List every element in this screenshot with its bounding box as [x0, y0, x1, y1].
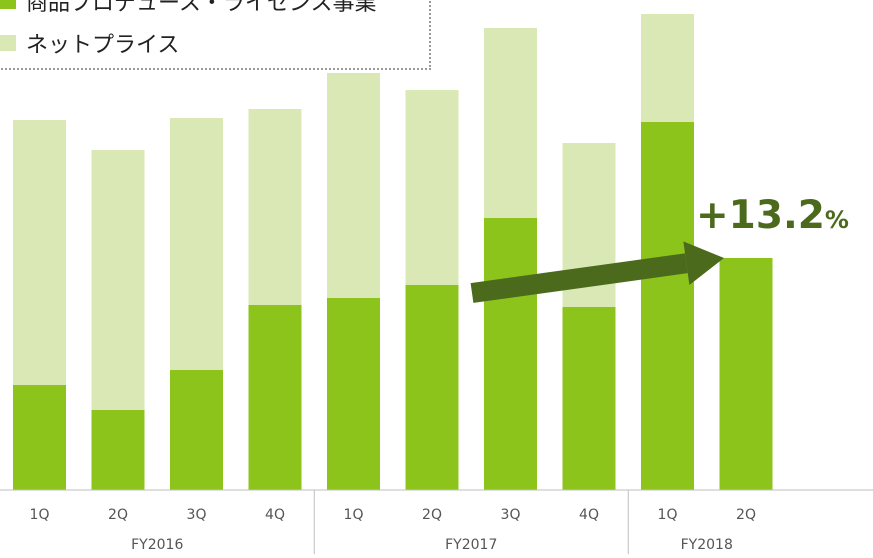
bar-product-2 [170, 370, 223, 490]
legend-label-product: 商品プロデュース・ライセンス事業 [26, 0, 377, 16]
x-tick-label-3: 4Q [265, 507, 285, 523]
bar-product-5 [405, 285, 459, 490]
x-tick-label-1: 2Q [108, 507, 128, 523]
growth-unit: % [825, 206, 849, 234]
bar-product-9 [719, 258, 773, 490]
legend-swatch-netprice [0, 35, 16, 51]
bar-netprice-3 [248, 109, 302, 305]
bar-product-6 [484, 218, 537, 490]
bar-product-4 [327, 298, 380, 490]
x-tick-label-7: 4Q [579, 507, 599, 523]
growth-annotation: +13.2% [696, 193, 849, 238]
x-tick-label-2: 3Q [187, 507, 207, 523]
growth-arrow-group [470, 241, 724, 303]
group-label-2: FY2018 [681, 537, 733, 553]
bar-netprice-1 [91, 150, 145, 410]
legend: 商品プロデュース・ライセンス事業 ネットプライス [0, 0, 431, 70]
legend-label-netprice: ネットプライス [26, 33, 180, 58]
x-tick-label-8: 1Q [658, 507, 678, 523]
bar-netprice-6 [484, 28, 537, 218]
bar-product-0 [13, 385, 66, 490]
growth-arrow-head [683, 241, 724, 286]
legend-swatch-product [0, 0, 16, 9]
bar-netprice-8 [641, 14, 694, 122]
bar-product-1 [91, 410, 145, 490]
x-tick-label-4: 1Q [344, 507, 364, 523]
x-tick-label-0: 1Q [30, 507, 50, 523]
legend-item-product: 商品プロデュース・ライセンス事業 [0, 0, 376, 16]
growth-arrow-shaft [470, 253, 688, 303]
bar-netprice-5 [405, 90, 459, 285]
legend-item-netprice: ネットプライス [0, 28, 179, 58]
bar-netprice-0 [13, 120, 66, 385]
group-label-0: FY2016 [131, 537, 183, 553]
bar-product-8 [641, 122, 694, 490]
x-tick-label-6: 3Q [501, 507, 521, 523]
x-tick-label-9: 2Q [736, 507, 756, 523]
growth-value: +13.2 [696, 193, 825, 238]
bar-netprice-2 [170, 118, 223, 370]
bar-netprice-4 [327, 73, 380, 298]
bars-group [13, 14, 773, 490]
bar-product-3 [248, 305, 302, 490]
bar-product-7 [562, 307, 616, 490]
group-label-1: FY2017 [445, 537, 497, 553]
x-tick-label-5: 2Q [422, 507, 442, 523]
